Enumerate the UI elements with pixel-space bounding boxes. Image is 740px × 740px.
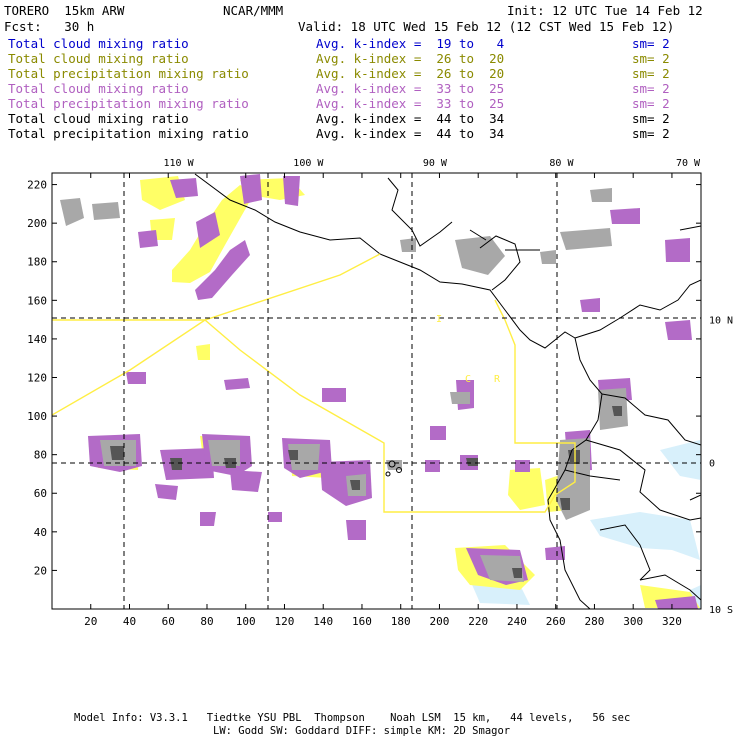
x-tick-label: 140 xyxy=(313,615,333,628)
x-tick-label: 320 xyxy=(662,615,682,628)
valid-time: Valid: 18 UTC Wed 15 Feb 12 (12 CST Wed … xyxy=(298,19,675,34)
region-outline xyxy=(52,253,576,513)
region-label: I xyxy=(436,314,442,325)
x-tick-label: 220 xyxy=(468,615,488,628)
lon-label: 100 W xyxy=(293,158,324,169)
lat-label: 0 xyxy=(709,458,715,469)
forecast-hour: Fcst: 30 h xyxy=(4,19,95,34)
axis-ticks xyxy=(52,173,701,609)
latitude-labels: 10 N 0 10 S xyxy=(709,316,733,616)
legend-sm: sm= 2 xyxy=(632,36,670,51)
y-tick-label: 160 xyxy=(27,294,47,307)
legend-field: Total cloud mixing ratio xyxy=(8,111,189,126)
model-info-line1: Model Info: V3.3.1 Tiedtke YSU PBL Thomp… xyxy=(74,712,631,724)
lon-label: 80 W xyxy=(549,158,574,169)
y-tick-label: 120 xyxy=(27,371,47,384)
legend-kindex: Avg. k-index = 44 to 34 xyxy=(316,111,505,126)
legend-sm: sm= 2 xyxy=(632,81,670,96)
legend-field: Total precipitation mixing ratio xyxy=(8,96,249,111)
y-tick-label: 180 xyxy=(27,256,47,269)
legend-sm: sm= 2 xyxy=(632,51,670,66)
x-tick-label: 40 xyxy=(123,615,136,628)
x-tick-label: 300 xyxy=(623,615,643,628)
region-label: R xyxy=(494,374,501,385)
legend-kindex: Avg. k-index = 19 to 4 xyxy=(316,36,505,51)
y-tick-label: 60 xyxy=(34,487,47,500)
legend-sm: sm= 2 xyxy=(632,111,670,126)
legend-field: Total cloud mixing ratio xyxy=(8,36,189,51)
model-info-line2: LW: Godd SW: Goddard DIFF: simple KM: 2D… xyxy=(213,725,511,737)
y-tick-labels: 20 40 60 80 100 120 140 160 180 200 220 xyxy=(27,179,47,578)
graticule xyxy=(52,173,701,609)
x-tick-label: 80 xyxy=(200,615,213,628)
legend-sm: sm= 2 xyxy=(632,96,670,111)
x-tick-label: 280 xyxy=(585,615,605,628)
y-tick-label: 200 xyxy=(27,217,47,230)
y-tick-label: 20 xyxy=(34,564,47,577)
x-tick-label: 100 xyxy=(236,615,256,628)
x-tick-label: 240 xyxy=(507,615,527,628)
legend-sm: sm= 2 xyxy=(632,66,670,81)
lon-label: 70 W xyxy=(676,158,701,169)
init-time: Init: 12 UTC Tue 14 Feb 12 xyxy=(507,3,703,18)
legend-field: Total precipitation mixing ratio xyxy=(8,66,249,81)
legend-kindex: Avg. k-index = 26 to 20 xyxy=(316,66,505,81)
y-tick-label: 80 xyxy=(34,449,47,462)
center-label: NCAR/MMM xyxy=(223,3,284,18)
legend-kindex: Avg. k-index = 44 to 34 xyxy=(316,126,505,141)
lon-label: 90 W xyxy=(423,158,448,169)
lat-label: 10 N xyxy=(709,316,733,327)
field-layer xyxy=(52,173,701,609)
legend-sm: sm= 2 xyxy=(632,126,670,141)
legend-kindex: Avg. k-index = 33 to 25 xyxy=(316,96,505,111)
legend-kindex: Avg. k-index = 33 to 25 xyxy=(316,81,505,96)
x-tick-label: 200 xyxy=(430,615,450,628)
x-tick-label: 260 xyxy=(546,615,566,628)
x-tick-label: 60 xyxy=(162,615,175,628)
x-tick-label: 120 xyxy=(275,615,295,628)
x-tick-label: 180 xyxy=(391,615,411,628)
y-tick-label: 220 xyxy=(27,179,47,192)
plot-frame xyxy=(51,172,702,610)
legend-field: Total cloud mixing ratio xyxy=(8,81,189,96)
lat-label: 10 S xyxy=(709,605,733,616)
legend-field: Total precipitation mixing ratio xyxy=(8,126,249,141)
x-tick-label: 160 xyxy=(352,615,372,628)
x-tick-labels: 20 40 60 80 100 120 140 160 180 200 220 240 260 280 30… xyxy=(84,615,682,628)
x-tick-label: 20 xyxy=(84,615,97,628)
lon-label: 110 W xyxy=(164,158,195,169)
legend-field: Total cloud mixing ratio xyxy=(8,51,189,66)
region-label: C xyxy=(465,374,471,385)
y-tick-label: 40 xyxy=(34,526,47,539)
y-tick-label: 100 xyxy=(27,410,47,423)
y-tick-label: 140 xyxy=(27,333,47,346)
longitude-labels: 110 W 100 W 90 W 80 W 70 W xyxy=(164,158,702,169)
legend-kindex: Avg. k-index = 26 to 20 xyxy=(316,51,505,66)
model-title: TORERO 15km ARW xyxy=(4,3,125,18)
